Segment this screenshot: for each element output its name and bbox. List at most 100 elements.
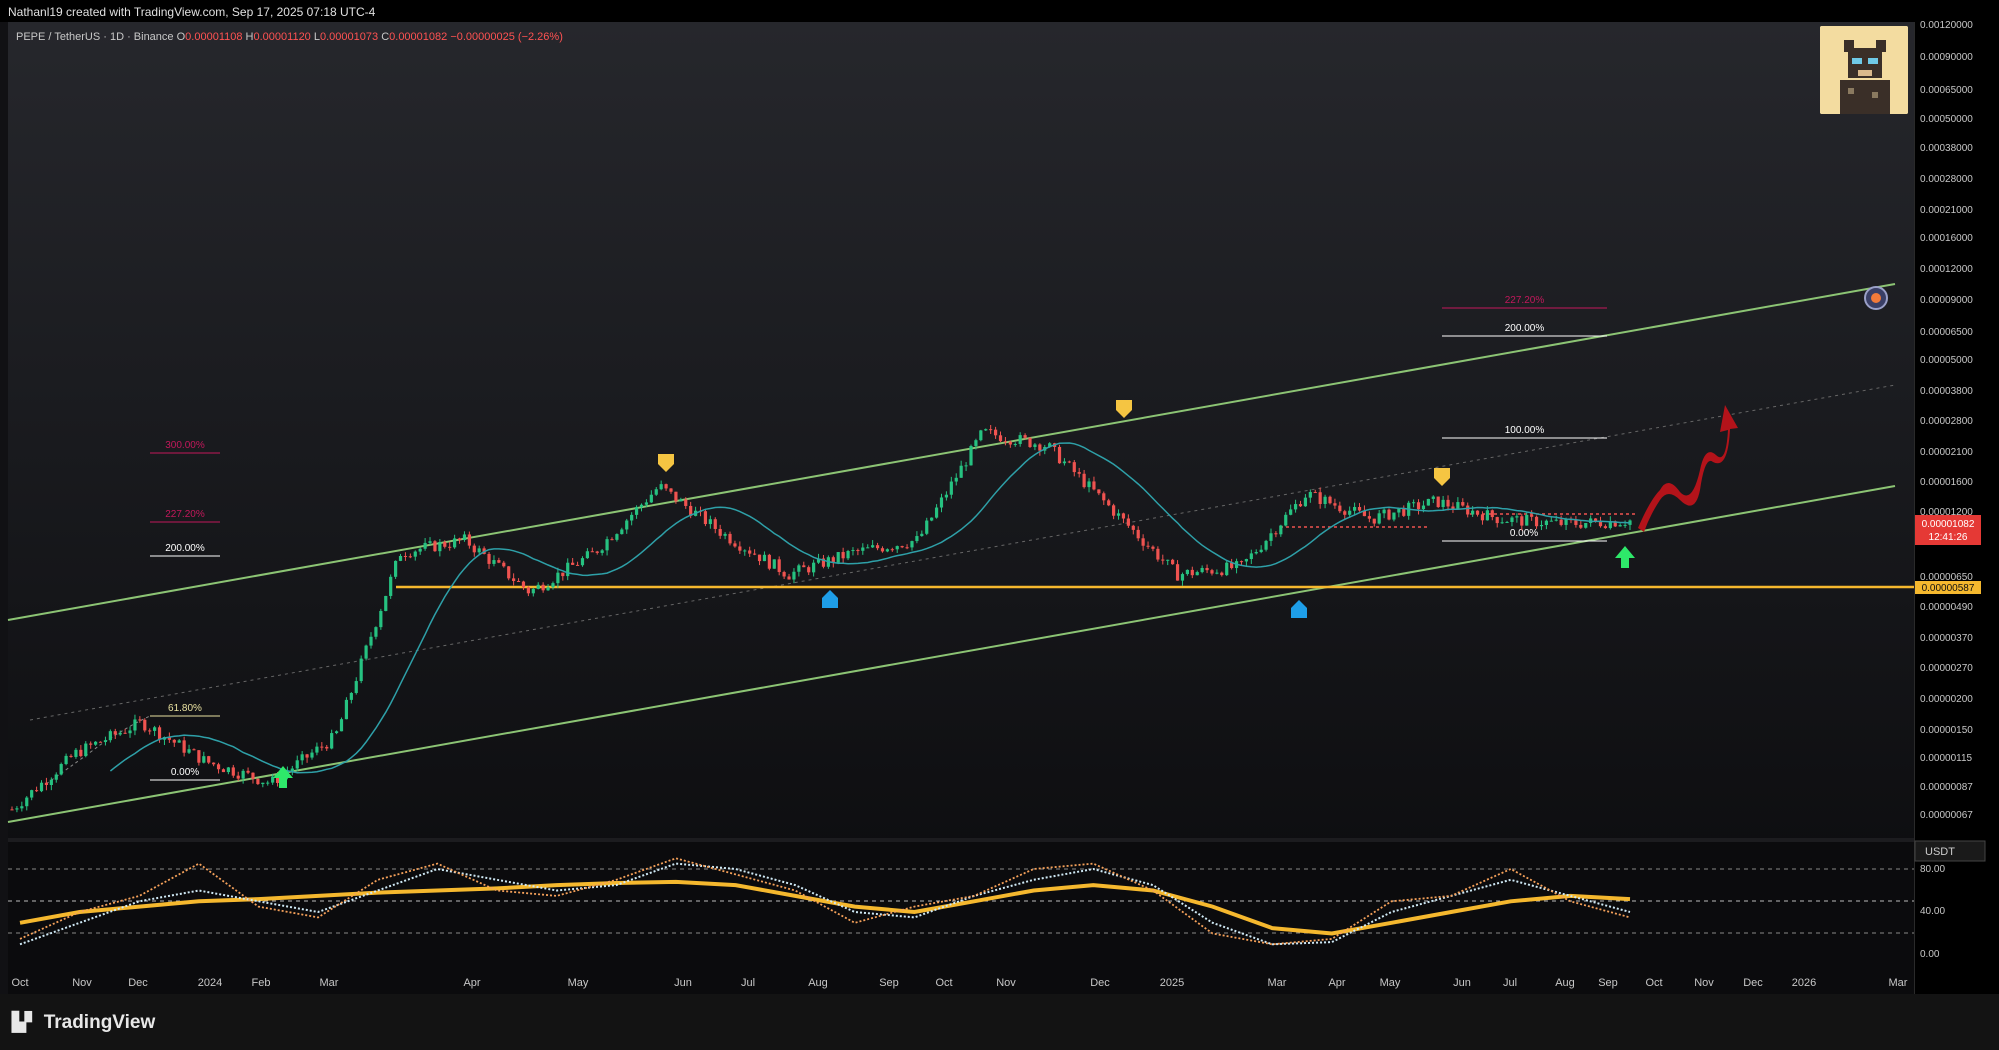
candle-body <box>934 507 939 518</box>
time-axis[interactable]: Oct Nov Dec 2024 Feb Mar Apr May Jun Jul Aug Sep Oct… <box>8 970 1914 994</box>
candle-body <box>1082 473 1086 488</box>
top-signal-marker <box>1116 400 1132 418</box>
candle-body <box>1087 481 1091 488</box>
channel-lines <box>7 283 1914 823</box>
candle-body <box>620 529 624 535</box>
candle-body <box>1436 496 1440 508</box>
candle-body <box>777 559 781 573</box>
candle-body <box>1067 461 1071 463</box>
candle-body <box>915 536 919 542</box>
candle-body <box>959 465 963 478</box>
candle-body <box>477 548 481 553</box>
candle-body <box>79 749 83 757</box>
candle-body <box>767 554 771 569</box>
candle-body <box>1549 520 1553 522</box>
price-chart-svg[interactable]: 300.00% 227.20% 200.00% 61.80% 0.00% 227.20% 2… <box>0 0 1999 994</box>
candle-body <box>507 566 511 579</box>
time-tick-label: Jun <box>1453 977 1471 989</box>
time-tick-label: Aug <box>808 977 828 989</box>
candle-body <box>108 731 112 741</box>
price-tick-label: 0.00065000 <box>1920 85 1973 96</box>
candle-body <box>1062 461 1067 464</box>
candle-body <box>1525 514 1529 526</box>
candle-body <box>654 489 658 495</box>
candle-body <box>177 740 181 743</box>
candle-body <box>157 727 162 740</box>
time-tick-label: Mar <box>1268 977 1287 989</box>
candle-body <box>1185 569 1189 575</box>
candle-body <box>885 549 889 552</box>
candle-body <box>34 790 39 792</box>
candle-body <box>1033 444 1037 447</box>
low-label: L <box>313 31 320 43</box>
candle-body <box>580 558 585 566</box>
candle-body <box>546 587 550 591</box>
time-tick-label: Apr <box>1328 977 1345 989</box>
candle-body <box>566 562 570 577</box>
candle-body <box>531 588 535 594</box>
candle-body <box>148 730 152 732</box>
price-scale[interactable] <box>1914 22 1999 994</box>
candle-body <box>1210 570 1214 574</box>
candle-body <box>812 562 816 573</box>
candle-body <box>1092 481 1096 490</box>
candle-body <box>167 736 171 740</box>
candle-body <box>1618 525 1622 527</box>
time-tick-label: Feb <box>252 977 271 989</box>
candle-body <box>389 576 393 596</box>
candle-body <box>733 543 737 547</box>
candle-body <box>1348 510 1352 515</box>
chart-area[interactable] <box>8 22 1914 994</box>
price-tick-label: 0.00050000 <box>1920 114 1973 125</box>
candle-body <box>890 549 894 551</box>
price-tick-label: 0.00038000 <box>1920 143 1973 154</box>
candle-body <box>94 741 98 745</box>
symbol-legend[interactable]: PEPE / TetherUS · 1D · Binance O0.000011… <box>16 31 563 43</box>
candle-body <box>89 743 93 745</box>
time-tick-label: Aug <box>1555 977 1575 989</box>
candle-body <box>339 719 344 732</box>
candle-body <box>1382 509 1386 514</box>
candle-body <box>713 519 717 529</box>
tradingview-brand[interactable]: ▙▘ TradingView <box>12 1012 155 1034</box>
candle-body <box>428 541 432 543</box>
candle-body <box>49 779 53 785</box>
candle-body <box>821 558 826 567</box>
candle-body <box>556 572 560 584</box>
candle-body <box>1352 507 1357 511</box>
candle-body <box>590 551 594 553</box>
candle-body <box>207 756 211 763</box>
price-tick-label: 0.00005000 <box>1920 355 1973 366</box>
candle-body <box>541 584 545 591</box>
candle-body <box>605 539 609 551</box>
current-price-countdown: 12:41:26 <box>1929 532 1968 543</box>
candle-body <box>369 636 373 646</box>
candle-body <box>1441 499 1445 508</box>
fib-level-label: 227.20% <box>1505 295 1545 306</box>
candle-body <box>497 560 501 563</box>
candle-body <box>1112 505 1116 516</box>
candle-body <box>974 440 978 446</box>
candle-body <box>1097 489 1101 494</box>
candle-body <box>989 429 993 431</box>
candle-body <box>718 528 722 536</box>
candle-body <box>895 546 899 550</box>
candle-body <box>1161 559 1165 561</box>
candle-body <box>1225 562 1229 576</box>
attribution-text: Nathanl19 created with TradingView.com, … <box>8 5 376 19</box>
candle-body <box>1367 516 1371 519</box>
candle-body <box>802 565 806 568</box>
candle-body <box>1623 524 1627 526</box>
osc-currency-label: USDT <box>1925 846 1955 858</box>
candle-body <box>816 558 821 563</box>
candle-body <box>585 551 589 559</box>
candle-body <box>1131 525 1135 530</box>
candle-body <box>905 547 909 549</box>
candle-body <box>1195 572 1199 576</box>
candle-body <box>64 755 68 765</box>
oscillator-panel[interactable]: USDT 80.00 40.00 0.00 <box>8 838 1986 992</box>
candle-body <box>910 541 914 548</box>
channel-mid-line <box>29 384 1896 721</box>
candle-body <box>1598 521 1603 527</box>
candle-body <box>1175 564 1180 581</box>
